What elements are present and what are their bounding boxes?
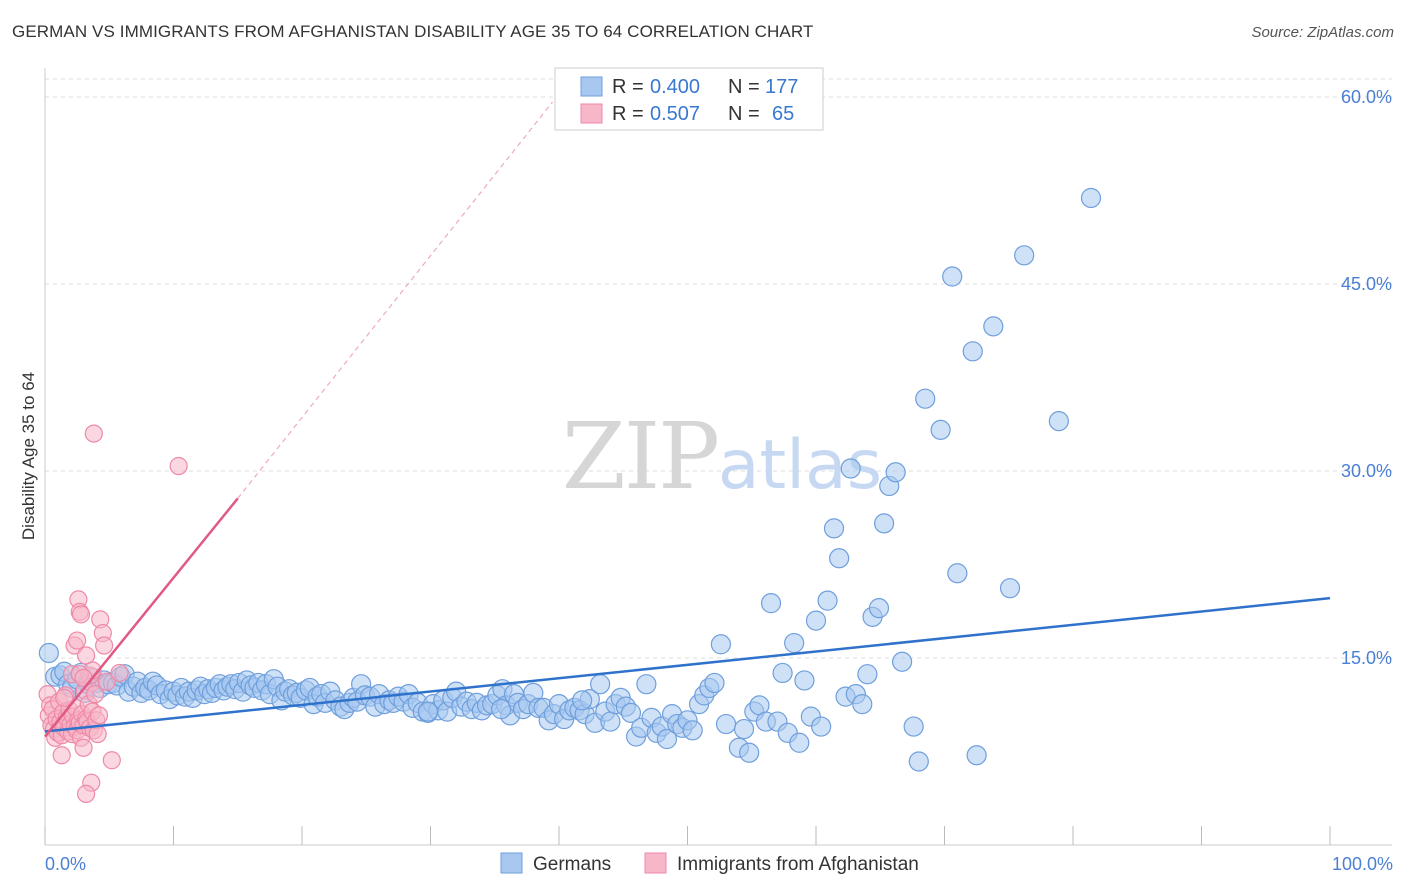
grid [45, 78, 1392, 659]
legend-germans-swatch [580, 76, 603, 97]
afghan-point [55, 688, 74, 707]
y-axis-label: Disability Age 35 to 64 [19, 372, 38, 540]
german-point [772, 662, 793, 684]
bottom-legend: Germans Immigrants from Afghanistan [500, 852, 919, 875]
afghan-point [77, 784, 96, 803]
y-tick-label: 15.0% [1341, 648, 1392, 668]
bottom-legend-afghan-swatch [644, 852, 667, 874]
afghan-point [95, 636, 114, 655]
german-point [590, 674, 611, 695]
german-point [1048, 411, 1069, 432]
afghan-point [89, 706, 109, 725]
german-point [891, 651, 913, 672]
german-point [840, 458, 861, 479]
german-point [794, 670, 815, 691]
legend-germans-n-label: N = [728, 76, 760, 98]
german-point [823, 518, 845, 539]
german-point [715, 713, 737, 735]
german-point [805, 610, 827, 631]
german-point [915, 388, 936, 409]
legend-afghan-r-label: R = [612, 103, 644, 125]
german-point [908, 751, 929, 772]
legend-germans-r-value: 0.400 [650, 76, 700, 98]
afghan-trend-extension [237, 101, 554, 499]
afghan-point [86, 685, 105, 704]
afghan-point [88, 724, 107, 744]
bottom-legend-afghan: Immigrants from Afghanistan [677, 854, 919, 875]
legend-afghan-n-label: N = [728, 103, 760, 125]
trend-lines [44, 101, 1331, 738]
german-point [903, 716, 924, 737]
german-point [947, 563, 968, 584]
german-point [852, 694, 873, 715]
germans-points [38, 187, 1102, 772]
german-point [885, 462, 906, 483]
german-point [1080, 187, 1102, 209]
german-point [930, 419, 951, 440]
german-point [784, 632, 805, 654]
afghan-point [77, 646, 96, 665]
german-point [600, 711, 621, 732]
german-point [874, 513, 895, 534]
german-point [417, 701, 439, 722]
german-point [857, 664, 878, 685]
tick-labels: 15.0% 30.0% 45.0% 60.0% 0.0% 100.0% [45, 87, 1393, 874]
afghan-point [110, 663, 129, 683]
german-point [38, 642, 59, 664]
legend-afghan-n-value: 65 [772, 103, 794, 125]
german-point [710, 634, 732, 655]
legend: R = 0.400 N = 177 R = 0.507 N = 65 [554, 67, 824, 131]
german-point [620, 702, 642, 723]
german-point [962, 341, 983, 362]
afghan-point [102, 751, 121, 770]
x-tick-label-min: 0.0% [45, 854, 86, 874]
german-point [829, 548, 850, 569]
german-point [739, 742, 760, 763]
y-tick-label: 60.0% [1341, 87, 1392, 107]
bottom-legend-germans: Germans [533, 854, 611, 875]
german-point [789, 732, 810, 753]
german-point [572, 690, 593, 711]
german-point [983, 316, 1004, 337]
afghan-point [74, 738, 93, 757]
afghan-points [38, 424, 188, 803]
legend-afghan-r-value: 0.507 [650, 103, 700, 125]
german-point [1014, 245, 1035, 266]
german-point [491, 699, 512, 720]
german-point [704, 672, 725, 694]
chart-title: GERMAN VS IMMIGRANTS FROM AFGHANISTAN DI… [12, 22, 814, 41]
german-point [966, 745, 987, 766]
x-tick-label-max: 100.0% [1332, 854, 1393, 874]
german-point [868, 598, 890, 619]
afghan-point [169, 456, 188, 476]
german-point [733, 718, 755, 740]
legend-germans-r-label: R = [612, 76, 644, 98]
afghan-point [97, 672, 116, 691]
afghan-trend-line [44, 497, 239, 738]
german-point [811, 716, 832, 737]
german-point [656, 728, 678, 750]
german-point [682, 720, 703, 741]
watermark-zip: ZIP [562, 403, 718, 510]
german-point [999, 578, 1021, 599]
bottom-legend-germans-swatch [500, 852, 523, 874]
source-label: Source: ZipAtlas.com [1251, 24, 1394, 41]
afghan-point [74, 668, 93, 688]
y-tick-label: 30.0% [1341, 461, 1392, 481]
german-point [817, 590, 838, 611]
german-point [942, 266, 963, 287]
afghan-point [68, 631, 87, 650]
german-point [636, 674, 657, 695]
legend-germans-n-value: 177 [765, 76, 798, 98]
legend-afghan-swatch [580, 103, 603, 124]
y-tick-label: 45.0% [1341, 274, 1392, 294]
afghan-point [84, 424, 103, 443]
germans-trend-line [44, 596, 1331, 733]
afghan-point [52, 746, 71, 765]
afghan-point [71, 605, 91, 624]
german-point [760, 593, 782, 614]
watermark: ZIP atlas [562, 403, 882, 510]
